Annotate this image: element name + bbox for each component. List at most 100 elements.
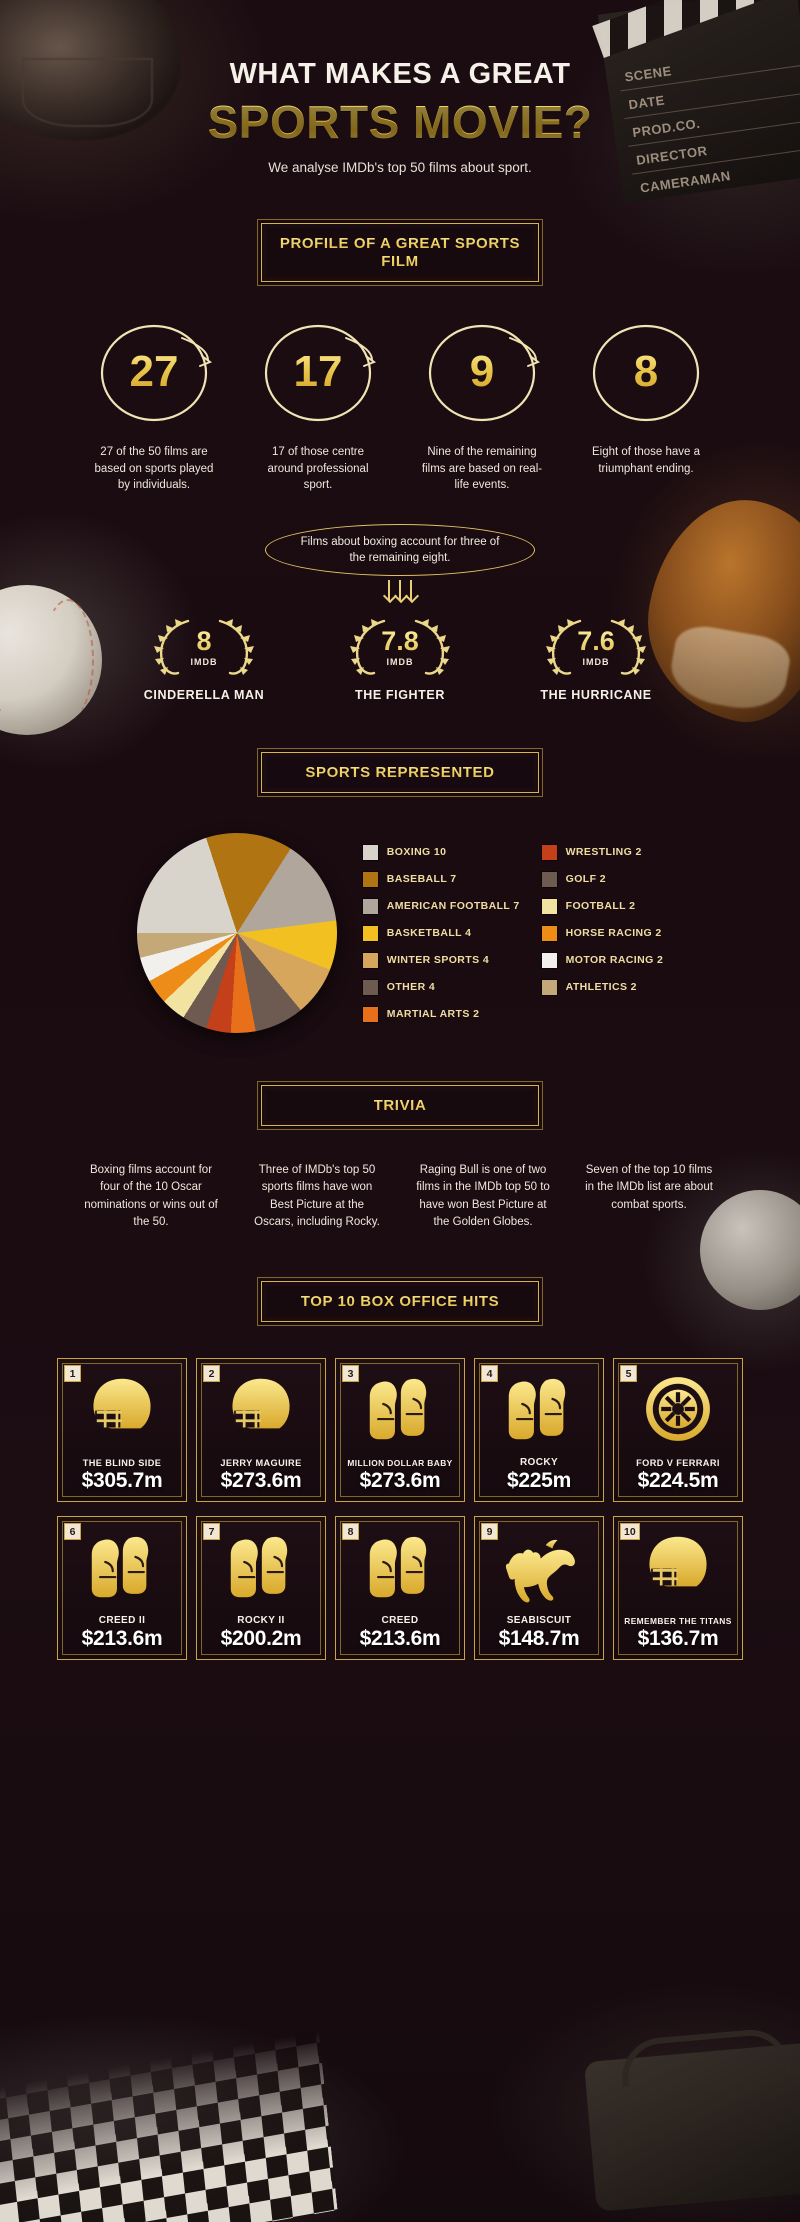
card-rank: 10 xyxy=(620,1523,640,1541)
profile-stat: 8 Eight of those have a triumphant endin… xyxy=(566,324,726,494)
callout-oval: Films about boxing account for three of … xyxy=(265,524,535,577)
boxing-gloves-icon xyxy=(58,1521,186,1613)
card-gross: $305.7m xyxy=(81,1469,163,1493)
imdb-label: IMDB xyxy=(386,656,414,667)
legend-label: BOXING 10 xyxy=(386,846,447,859)
pie-legend-item: BOXING 10 xyxy=(362,844,520,860)
page-title-line-2: SPORTS MOVIE? xyxy=(0,95,800,149)
card-rank: 4 xyxy=(481,1365,498,1383)
legend-swatch-icon xyxy=(541,871,557,887)
card-rank: 1 xyxy=(64,1365,81,1383)
legend-label: AMERICAN FOOTBALL 7 xyxy=(386,900,520,913)
trivia-item: Seven of the top 10 films in the IMDb li… xyxy=(585,1164,713,1211)
box-office-grid: 1 THE BLIND SIDE $305.7m 2 JERRY MAGUIRE $273… xyxy=(0,1358,800,1661)
card-frame xyxy=(201,1521,321,1656)
boxing-callout: Films about boxing account for three of … xyxy=(0,524,800,601)
card-rank: 9 xyxy=(481,1523,498,1541)
legend-label: BASKETBALL 4 xyxy=(386,927,472,940)
box-office-card[interactable]: 1 THE BLIND SIDE $305.7m xyxy=(57,1358,187,1503)
profile-banner: PROFILE OF A GREAT SPORTS FILM xyxy=(257,219,543,286)
legend-swatch-icon xyxy=(541,979,557,995)
circle-ring-icon: 9 xyxy=(428,324,541,422)
card-gross: $273.6m xyxy=(220,1469,302,1493)
card-gross: $213.6m xyxy=(359,1627,441,1651)
pie-legend-item: WINTER SPORTS 4 xyxy=(362,952,520,968)
box-office-card[interactable]: 3 MILLION DOLLAR BABY $273.6m xyxy=(335,1358,465,1503)
card-rank: 3 xyxy=(342,1365,359,1383)
box-office-row: 1 THE BLIND SIDE $305.7m 2 JERRY MAGUIRE $273… xyxy=(57,1358,743,1503)
box-office-card[interactable]: 7 ROCKY II $200.2m xyxy=(196,1516,326,1661)
box-office-banner-label: TOP 10 BOX OFFICE HITS xyxy=(300,1293,500,1311)
boxing-film-title: CINDERELLA MAN xyxy=(143,688,265,703)
boxing-film-card: 7.6 IMDB THE HURRICANE xyxy=(521,612,671,702)
card-title: CREED II xyxy=(98,1615,146,1627)
box-office-section: TOP 10 BOX OFFICE HITS 1 THE BLIND SIDE $3… xyxy=(0,1277,800,1661)
imdb-score-block: 7.8 IMDB xyxy=(381,625,419,667)
box-office-card[interactable]: 8 CREED $213.6m xyxy=(335,1516,465,1661)
card-frame xyxy=(479,1363,599,1498)
pie-legend-column: WRESTLING 2 GOLF 2 FOOTBALL 2 HORSE RACING … xyxy=(541,844,664,1022)
legend-swatch-icon xyxy=(362,844,378,860)
card-rank: 2 xyxy=(203,1365,220,1383)
card-gross: $225m xyxy=(507,1469,571,1493)
box-office-card[interactable]: 9 SEABISCUIT $148.7m xyxy=(474,1516,604,1661)
legend-swatch-icon xyxy=(362,925,378,941)
legend-swatch-icon xyxy=(541,952,557,968)
boxing-film-title: THE HURRICANE xyxy=(540,688,652,703)
box-office-banner: TOP 10 BOX OFFICE HITS xyxy=(257,1277,543,1327)
card-gross: $136.7m xyxy=(637,1627,719,1651)
card-frame xyxy=(62,1521,182,1656)
trivia-item: Three of IMDb's top 50 sports films have… xyxy=(254,1164,380,1228)
card-title: THE BLIND SIDE xyxy=(82,1458,162,1469)
legend-swatch-icon xyxy=(362,871,378,887)
pie-legend-item: WRESTLING 2 xyxy=(541,844,664,860)
legend-swatch-icon xyxy=(362,952,378,968)
down-arrows-icon xyxy=(388,580,412,601)
card-rank: 6 xyxy=(64,1523,81,1541)
profile-stat-number: 17 xyxy=(293,347,343,396)
racehorse-icon xyxy=(475,1521,603,1613)
circle-ring-icon: 8 xyxy=(592,324,700,422)
box-office-card[interactable]: 5 FORD V FERRARI $224.5m xyxy=(613,1358,743,1503)
box-office-card[interactable]: 4 ROCKY $225m xyxy=(474,1358,604,1503)
card-title: MILLION DOLLAR BABY xyxy=(347,1458,453,1469)
american-football-helmet-icon xyxy=(197,1363,325,1455)
trivia-item: Boxing films account for four of the 10 … xyxy=(84,1164,218,1228)
card-meta: THE BLIND SIDE $305.7m xyxy=(58,1458,186,1493)
box-office-card[interactable]: 2 JERRY MAGUIRE $273.6m xyxy=(196,1358,326,1503)
pie-legend-item: MARTIAL ARTS 2 xyxy=(362,1006,520,1022)
trivia-list: Boxing films account for four of the 10 … xyxy=(0,1162,800,1231)
card-frame xyxy=(201,1363,321,1498)
laurel-wreath-icon: 8 IMDB xyxy=(129,612,279,682)
legend-label: FOOTBALL 2 xyxy=(565,900,636,913)
pie-legend-item: HORSE RACING 2 xyxy=(541,925,664,941)
card-frame xyxy=(62,1363,182,1498)
profile-stat-list: 27 27 of the 50 films are based on sport… xyxy=(0,324,800,494)
box-office-card[interactable]: 10 REMEMBER THE TITANS $136.7m xyxy=(613,1516,743,1661)
profile-stat-text: 17 of those centre around professional s… xyxy=(267,446,369,492)
boxing-film-list: 8 IMDB CINDERELLA MAN xyxy=(0,612,800,702)
imdb-score: 7.8 xyxy=(381,625,419,656)
sports-bag-icon xyxy=(583,2042,800,2212)
card-meta: REMEMBER THE TITANS $136.7m xyxy=(614,1616,742,1651)
checkered-flag-icon xyxy=(0,2021,338,2222)
sports-pie-chart xyxy=(136,833,337,1034)
pie-legend-column: BOXING 10 BASEBALL 7 AMERICAN FOOTBALL 7 BA… xyxy=(362,844,520,1022)
pie-legend-item: ATHLETICS 2 xyxy=(541,979,664,995)
profile-stat-number: 27 xyxy=(129,347,179,396)
pie-legend: BOXING 10 BASEBALL 7 AMERICAN FOOTBALL 7 BA… xyxy=(362,844,664,1022)
box-office-card[interactable]: 6 CREED II $213.6m xyxy=(57,1516,187,1661)
callout-text: Films about boxing account for three of … xyxy=(300,535,500,565)
trivia-banner-label: TRIVIA xyxy=(373,1097,427,1115)
circle-ring-icon: 27 xyxy=(100,324,213,422)
card-title: SEABISCUIT xyxy=(506,1615,572,1627)
american-football-helmet-icon xyxy=(58,1363,186,1455)
profile-stat-number: 8 xyxy=(633,347,659,396)
legend-label: HORSE RACING 2 xyxy=(565,927,662,940)
boxing-gloves-icon xyxy=(475,1363,603,1455)
profile-stat: 9 Nine of the remaining films are based … xyxy=(402,324,562,494)
card-meta: JERRY MAGUIRE $273.6m xyxy=(197,1458,325,1493)
sports-banner: SPORTS REPRESENTED xyxy=(257,748,543,798)
legend-swatch-icon xyxy=(362,898,378,914)
page-title-line-1: WHAT MAKES A GREAT xyxy=(229,58,571,90)
